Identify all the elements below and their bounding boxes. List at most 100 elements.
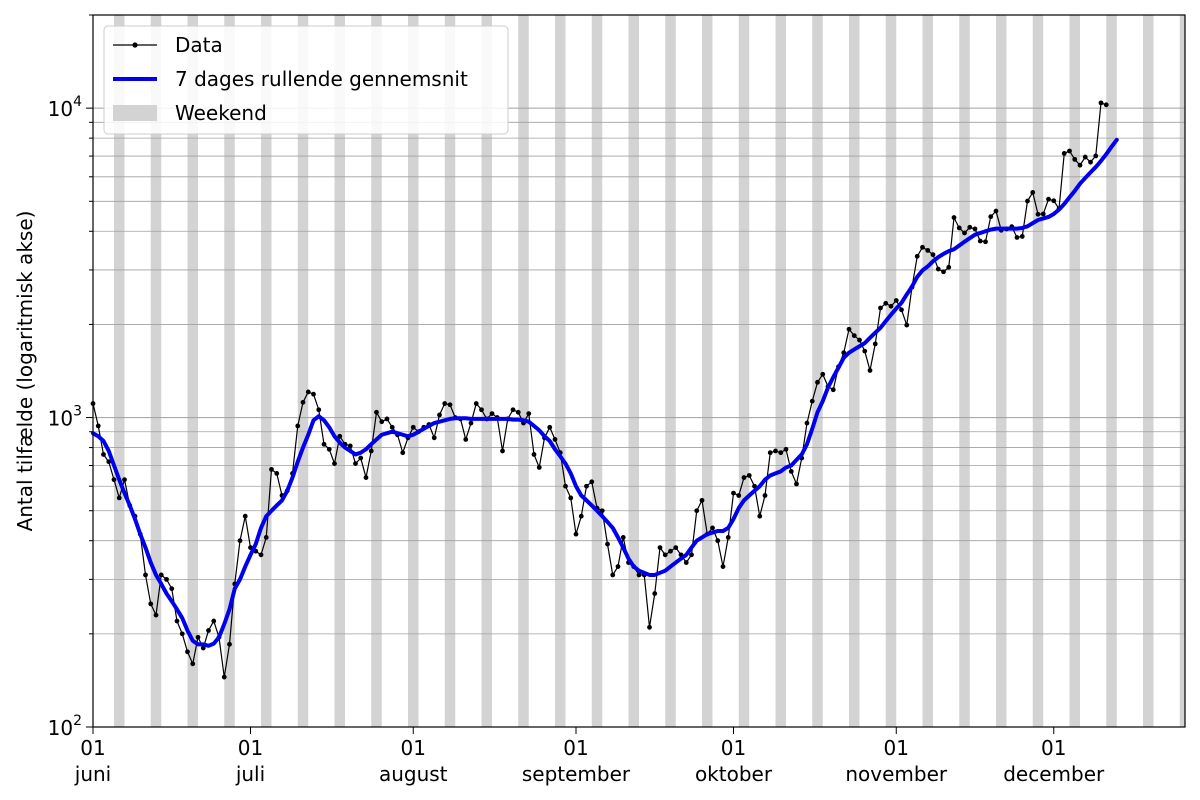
data-point	[1098, 100, 1104, 106]
data-point	[410, 424, 416, 430]
data-point	[809, 398, 815, 404]
data-point	[300, 399, 306, 405]
data-point	[746, 473, 752, 478]
y-ticks: 102 103 104	[48, 14, 93, 740]
data-point	[673, 545, 679, 550]
data-point	[515, 409, 521, 415]
data-point	[190, 661, 196, 667]
data-point	[237, 538, 243, 544]
data-point	[888, 303, 894, 309]
data-point	[531, 452, 537, 457]
data-point	[689, 552, 694, 558]
weekend-band	[481, 15, 492, 727]
data-point	[442, 401, 448, 406]
weekend-band	[555, 15, 566, 727]
data-point	[1103, 102, 1109, 108]
data-point	[778, 450, 784, 456]
weekend-band	[849, 15, 860, 727]
x-tick-day-label: 01	[721, 736, 746, 760]
data-point	[374, 409, 379, 415]
data-series-line	[92, 102, 1107, 678]
data-point	[652, 591, 658, 596]
data-point	[710, 525, 715, 531]
weekend-band	[738, 15, 750, 727]
data-point	[872, 341, 878, 347]
data-point	[326, 446, 332, 452]
weekend-band	[297, 15, 309, 727]
data-point	[379, 419, 385, 425]
data-point	[1025, 198, 1030, 204]
weekend-band	[408, 15, 419, 727]
data-point	[500, 448, 505, 454]
series-group	[90, 100, 1119, 680]
data-point	[111, 477, 117, 483]
weekend-band	[1069, 15, 1080, 727]
data-point	[767, 450, 773, 456]
data-point	[431, 435, 437, 441]
data-point	[741, 475, 747, 480]
data-point	[862, 348, 868, 354]
weekend-band	[885, 15, 897, 727]
data-point	[925, 247, 931, 253]
data-point	[1051, 198, 1057, 204]
y-axis-label: Antal tilfælde (logaritmisk akse)	[13, 211, 37, 532]
data-point	[1035, 211, 1041, 217]
data-point	[269, 466, 274, 472]
data-point	[951, 215, 957, 220]
data-point	[510, 407, 516, 413]
data-point	[1088, 159, 1093, 165]
data-point	[206, 628, 211, 633]
weekend-band	[114, 15, 125, 727]
data-point	[116, 495, 122, 501]
weekend-band	[1179, 15, 1185, 727]
data-point	[174, 618, 180, 624]
legend-entry-label: Data	[175, 33, 223, 57]
data-point	[788, 468, 794, 474]
data-point	[699, 497, 705, 503]
data-point	[389, 424, 395, 430]
data-point	[1030, 190, 1036, 195]
data-point	[143, 572, 148, 578]
data-point	[106, 459, 112, 465]
data-point	[363, 475, 369, 480]
data-point	[305, 389, 311, 395]
data-point	[221, 674, 227, 680]
data-point	[920, 244, 925, 250]
data-point	[568, 495, 574, 501]
data-point	[962, 230, 967, 236]
data-point	[946, 264, 952, 270]
data-point	[1040, 211, 1046, 217]
data-point	[668, 548, 673, 554]
data-point	[620, 534, 626, 540]
data-point	[794, 481, 799, 487]
data-point	[353, 461, 358, 466]
data-point	[1093, 153, 1099, 159]
data-point	[1046, 196, 1051, 202]
data-point	[804, 420, 810, 426]
data-point	[815, 379, 820, 385]
data-point	[578, 513, 584, 519]
weekend-band	[1106, 15, 1117, 727]
data-point	[757, 513, 763, 519]
data-point	[914, 253, 920, 259]
weekend-band	[959, 15, 970, 727]
weekend-band	[518, 15, 529, 727]
rolling-average-line	[91, 137, 1119, 648]
data-point	[893, 298, 899, 303]
x-tick-month-label: juni	[74, 762, 111, 786]
x-tick-month-label: september	[522, 762, 631, 786]
data-point	[783, 446, 789, 452]
data-point	[563, 483, 568, 489]
data-point	[941, 269, 946, 275]
data-point	[295, 423, 301, 429]
data-point	[437, 412, 442, 418]
data-point	[715, 538, 721, 544]
data-point	[169, 586, 175, 592]
data-point	[337, 433, 343, 439]
weekend-band	[187, 15, 198, 727]
x-tick-day-label: 01	[884, 736, 909, 760]
data-point	[332, 461, 337, 466]
plot-frame	[92, 14, 1186, 728]
data-point	[988, 214, 994, 220]
data-point	[552, 437, 558, 442]
